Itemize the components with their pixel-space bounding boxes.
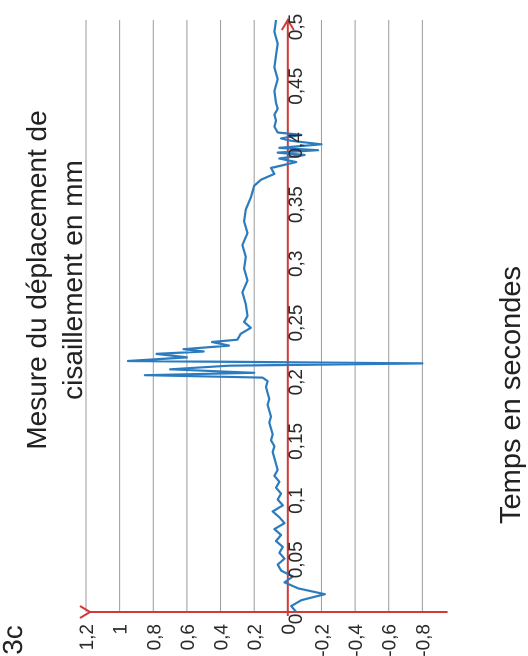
series-line	[126, 19, 424, 613]
x-tick-label: 0,25	[286, 305, 307, 342]
y-tick-label: -0,4	[346, 624, 367, 656]
x-tick-label: 0,1	[286, 487, 307, 513]
time-axis-arrow	[280, 18, 295, 31]
x-tick-label: 0,4	[286, 132, 307, 159]
x-tick-label: 0,3	[286, 251, 307, 277]
x-tick-label: 0,45	[286, 68, 307, 105]
corner-text: 3c	[0, 625, 28, 655]
y-tick-label: 1	[111, 624, 132, 635]
y-tick-label: -0,6	[380, 624, 401, 656]
value-axis-arrow	[79, 605, 92, 619]
y-tick-label: -0,2	[312, 624, 333, 656]
y-tick-label: -0,8	[413, 624, 434, 656]
x-tick-label: 0,35	[286, 186, 307, 223]
x-tick-label: 0,2	[286, 369, 307, 395]
x-tick-label: 0,05	[286, 541, 307, 578]
chart-title-line: cisaillement en mm	[57, 160, 88, 400]
chart-title-line: Mesure du déplacement de	[21, 110, 52, 449]
y-tick-label: 0,6	[178, 624, 199, 650]
x-tick-label: 0,15	[286, 423, 307, 460]
x-tick-label: 0	[286, 614, 307, 625]
x-axis-label: Temps en secondes	[495, 266, 527, 524]
y-tick-label: 1,2	[77, 624, 98, 650]
x-tick-label: 0,5	[286, 14, 307, 40]
y-tick-label: 0,2	[245, 624, 266, 650]
y-tick-label: 0	[279, 624, 300, 635]
y-tick-label: 0,8	[144, 624, 165, 650]
y-tick-label: 0,4	[212, 624, 233, 651]
